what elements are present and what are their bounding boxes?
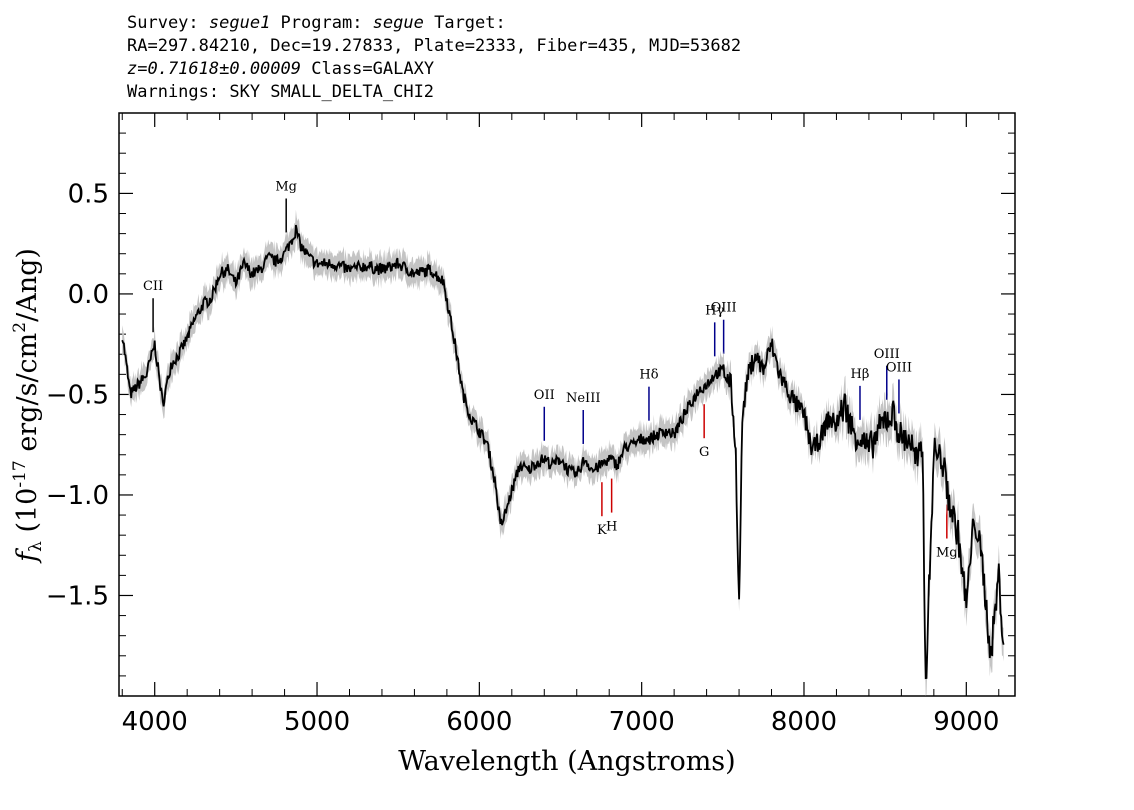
y-tick-labels: 0.5 0.0 −0.5 −1.0 −1.5: [46, 179, 109, 611]
axis-ticks: [119, 113, 1015, 696]
line-marker-label: OII: [534, 388, 555, 403]
line-marker-label: K: [597, 523, 607, 538]
x-tick-label: 4000: [122, 707, 188, 737]
line-marker-label: CII: [143, 279, 163, 294]
redshift-value: z=0.71618±0.00009: [127, 59, 301, 79]
plot-frame: [118, 112, 1016, 697]
y-tick-label: −0.5: [46, 380, 109, 410]
y-axis-title: fλ (10-17 erg/s/cm2/Ang): [10, 248, 46, 564]
line-marker-label: Hγ: [705, 303, 724, 318]
line-marker-label: Mg: [936, 546, 958, 561]
x-axis-title: Wavelength (Angstroms): [398, 746, 735, 777]
line-marker-label: NeIII: [566, 391, 600, 406]
line-marker-label: Hδ: [639, 368, 658, 383]
header-line-survey: Survey: segue1 Program: segue Target:: [127, 12, 1027, 35]
survey-label: Survey:: [127, 13, 209, 33]
line-marker-label: OIII: [886, 360, 912, 375]
x-tick-label: 8000: [771, 707, 837, 737]
target-label: Target:: [423, 13, 506, 33]
y-tick-label: −1.0: [46, 481, 109, 511]
spectrum-series: [121, 209, 1005, 697]
header-line-warnings: Warnings: SKY SMALL_DELTA_CHI2: [127, 82, 435, 102]
x-tick-labels: 4000 5000 6000 7000 8000 9000: [122, 707, 1000, 737]
spectrum-header: Survey: segue1 Program: segue Target: RA…: [127, 12, 1027, 104]
class-value: Class=GALAXY: [301, 59, 435, 79]
flux-line: [121, 224, 1005, 680]
x-tick-label: 6000: [446, 707, 512, 737]
line-marker-label: OIII: [711, 301, 737, 316]
x-tick-label: 9000: [933, 707, 999, 737]
program-label: Program:: [270, 13, 373, 33]
error-band: [122, 209, 1004, 697]
program-value: segue: [372, 13, 424, 33]
y-tick-label: −1.5: [46, 581, 109, 611]
x-tick-label: 7000: [609, 707, 675, 737]
y-tick-label: 0.5: [68, 179, 109, 209]
header-line-redshift: z=0.71618±0.00009 Class=GALAXY: [127, 58, 1027, 81]
line-marker-label: Mg: [275, 180, 297, 195]
line-marker-label: Hβ: [851, 367, 870, 382]
x-tick-label: 5000: [284, 707, 350, 737]
survey-value: segue1: [208, 13, 271, 33]
line-marker-label: OIII: [874, 347, 900, 362]
line-marker-label: H: [606, 520, 617, 535]
y-tick-label: 0.0: [68, 280, 109, 310]
header-line-coordinates: RA=297.84210, Dec=19.27833, Plate=2333, …: [127, 36, 742, 56]
line-marker-label: G: [699, 445, 709, 460]
